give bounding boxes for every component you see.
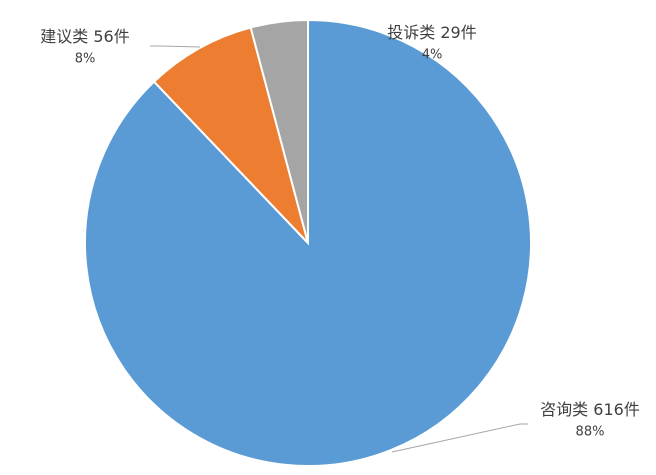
category-label: 建议类 bbox=[40, 27, 88, 46]
leader-line bbox=[391, 423, 528, 453]
value-label: 29件 bbox=[440, 23, 476, 42]
category-label: 投诉类 bbox=[387, 23, 435, 42]
percent-label: 8% bbox=[75, 52, 96, 67]
percent-label: 4% bbox=[422, 48, 443, 63]
pie-slice bbox=[249, 18, 309, 244]
value-label: 56件 bbox=[93, 27, 129, 46]
pie-slice bbox=[152, 26, 309, 244]
data-label: 咨询类 616件 bbox=[540, 400, 640, 419]
category-label: 咨询类 bbox=[540, 400, 588, 419]
percent-label: 88% bbox=[576, 425, 605, 440]
data-label: 投诉类 29件 bbox=[387, 23, 476, 42]
data-label: 建议类 56件 bbox=[40, 27, 129, 46]
leader-line bbox=[150, 45, 201, 48]
value-label: 616件 bbox=[593, 400, 640, 419]
